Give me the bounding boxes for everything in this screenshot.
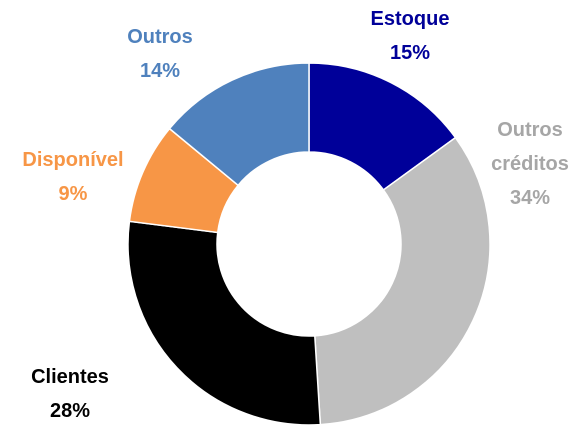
donut-segment — [313, 136, 491, 425]
slice-name: Outros créditos — [491, 119, 569, 175]
slice-value: 28% — [49, 400, 91, 422]
donut-segment — [308, 62, 457, 191]
slice-value: 15% — [389, 42, 431, 64]
slice-label: Estoque 15% — [350, 2, 470, 70]
slice-name: Disponível — [22, 149, 124, 171]
slice-name: Estoque — [370, 8, 450, 30]
slice-label: Clientes 28% — [10, 360, 130, 428]
slice-value: 14% — [139, 60, 181, 82]
slice-label: Outros créditos 34% — [475, 113, 581, 215]
slice-label: Outros 14% — [95, 20, 225, 88]
slice-name: Outros — [127, 26, 193, 48]
slice-value: 34% — [509, 187, 551, 209]
slice-value: 9% — [58, 183, 88, 205]
donut-segment — [127, 220, 322, 425]
slice-label: Disponível 9% — [3, 143, 143, 211]
donut-segment — [168, 62, 310, 187]
slice-name: Clientes — [31, 366, 109, 388]
